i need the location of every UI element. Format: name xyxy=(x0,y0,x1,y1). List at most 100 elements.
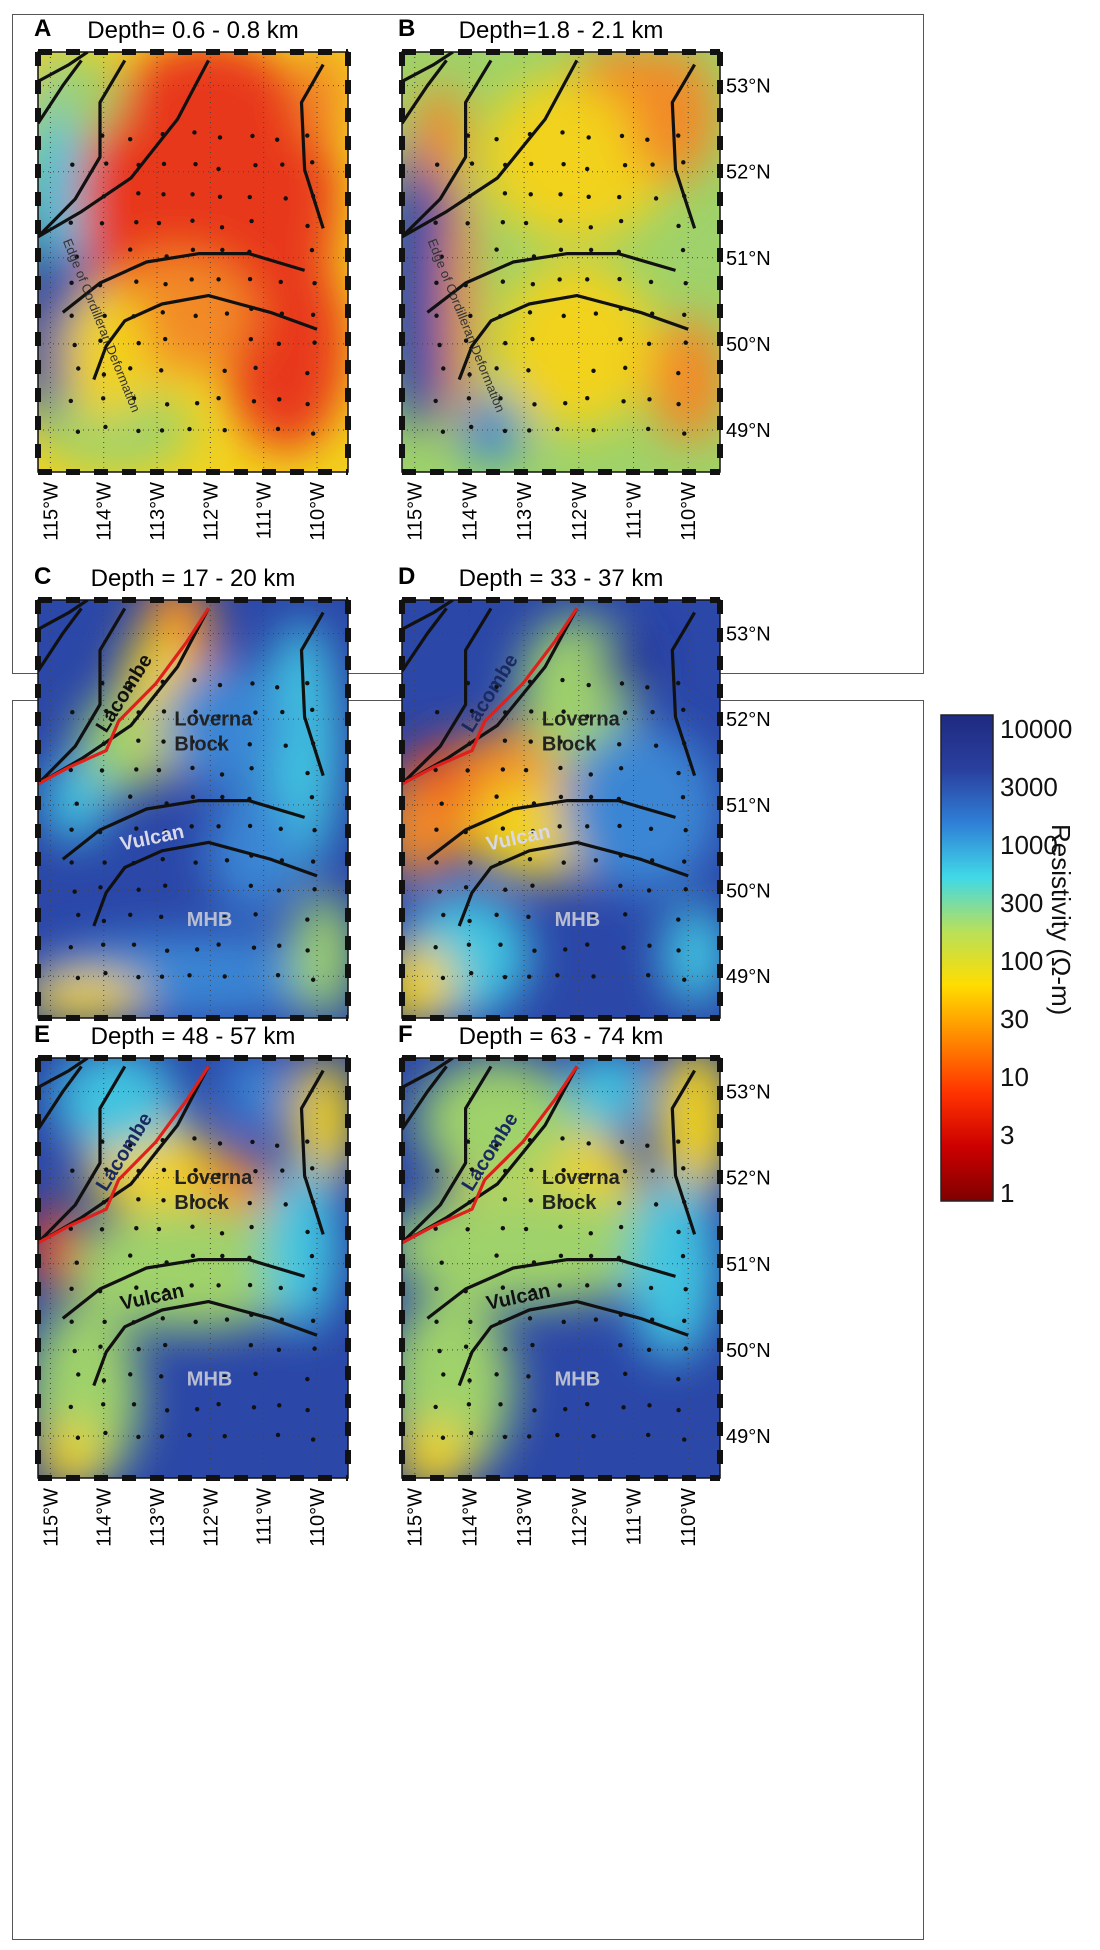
mt-station xyxy=(585,277,590,282)
panel-letter: E xyxy=(34,1021,50,1048)
mt-station xyxy=(194,947,200,952)
mt-station xyxy=(503,1346,508,1352)
colorbar-tick-label: 1000 xyxy=(1000,830,1058,860)
mt-station xyxy=(247,194,252,200)
mt-station xyxy=(502,738,508,743)
longitude-tick-label: 110°W xyxy=(678,482,700,541)
mt-station xyxy=(104,708,109,714)
mt-station xyxy=(647,943,652,948)
mt-station xyxy=(434,313,439,318)
resistivity-anomaly xyxy=(650,316,720,443)
tectonic-boundary xyxy=(92,1300,318,1387)
mt-station xyxy=(617,742,622,747)
mt-station xyxy=(74,801,79,806)
mt-station xyxy=(468,424,474,430)
mt-station xyxy=(560,677,565,683)
mt-station xyxy=(621,945,626,950)
mt-station xyxy=(193,860,198,865)
mt-station xyxy=(680,1253,686,1259)
tectonic-boundary xyxy=(426,252,676,314)
mt-station xyxy=(310,160,315,165)
mt-station xyxy=(68,1226,73,1231)
mt-station xyxy=(312,887,317,892)
colorbar-tick-label: 3000 xyxy=(1000,772,1058,802)
mt-station xyxy=(463,338,469,343)
resistivity-anomaly xyxy=(38,1423,100,1478)
mt-station xyxy=(588,1253,594,1259)
mt-station xyxy=(500,1285,506,1290)
resistivity-anomaly xyxy=(459,396,523,464)
mt-station xyxy=(434,162,440,167)
mt-station xyxy=(283,1202,288,1207)
loverna-label: Loverna xyxy=(542,1167,621,1189)
mhb-label: MHB xyxy=(187,1369,233,1391)
resistivity-anomaly xyxy=(599,629,651,697)
mt-station xyxy=(683,340,688,345)
mt-station xyxy=(103,1430,108,1436)
mt-station xyxy=(159,914,164,920)
mt-station xyxy=(222,428,227,433)
tectonic-boundary xyxy=(38,607,83,672)
mt-station xyxy=(101,1378,107,1383)
mt-station xyxy=(586,194,591,200)
tectonic-boundary xyxy=(299,611,325,777)
mt-station xyxy=(650,162,655,167)
resistivity-anomaly xyxy=(224,241,348,451)
mt-station xyxy=(274,137,280,142)
tectonic-boundary xyxy=(402,1058,454,1089)
mt-station xyxy=(305,948,310,953)
mt-station xyxy=(618,766,624,771)
mt-station xyxy=(588,247,594,253)
mt-station xyxy=(251,399,257,404)
mt-station xyxy=(217,194,223,200)
mt-station xyxy=(584,1172,590,1178)
mt-station xyxy=(680,247,686,253)
mt-station xyxy=(312,827,317,833)
tectonic-boundary xyxy=(402,1065,493,1244)
mt-station xyxy=(618,1342,623,1348)
mt-station xyxy=(103,424,108,430)
mt-station xyxy=(676,401,681,407)
mt-station xyxy=(217,682,223,688)
mt-station xyxy=(528,1198,533,1203)
mt-station xyxy=(591,915,596,920)
tectonic-boundary xyxy=(402,59,448,125)
mt-station xyxy=(162,336,168,342)
mt-station xyxy=(310,1166,315,1171)
mt-station xyxy=(676,917,681,922)
mt-station xyxy=(676,223,681,229)
mt-station xyxy=(618,883,623,888)
mt-station xyxy=(593,311,599,316)
mt-station xyxy=(74,1260,79,1265)
mt-station xyxy=(253,710,258,715)
mt-station xyxy=(131,1402,137,1407)
resistivity-anomaly xyxy=(443,178,476,430)
mt-station xyxy=(433,220,438,225)
mt-station xyxy=(101,942,106,947)
mt-station xyxy=(617,276,622,282)
mt-station xyxy=(617,1282,622,1288)
mt-station xyxy=(305,1139,310,1144)
mt-station xyxy=(247,823,253,829)
mt-station xyxy=(527,428,532,433)
mt-station xyxy=(69,1319,74,1324)
mt-station xyxy=(247,742,252,747)
tectonic-boundary xyxy=(38,59,210,239)
mt-station xyxy=(98,338,103,343)
mt-station xyxy=(561,1319,566,1325)
mt-station xyxy=(466,942,472,947)
mt-station xyxy=(437,342,442,348)
longitude-tick-label: 110°W xyxy=(678,1488,700,1547)
longitude-tick-label: 110°W xyxy=(307,1488,329,1547)
mt-station xyxy=(466,1402,472,1407)
mt-station xyxy=(676,1376,681,1382)
mt-station xyxy=(136,1434,141,1440)
mt-station xyxy=(645,1143,650,1148)
mt-station xyxy=(68,398,74,404)
tectonic-boundary xyxy=(402,1065,448,1131)
mt-station xyxy=(128,1253,133,1258)
mt-station xyxy=(136,340,141,346)
colorbar-tick-label: 10000 xyxy=(1000,714,1073,744)
mt-station xyxy=(305,770,310,776)
